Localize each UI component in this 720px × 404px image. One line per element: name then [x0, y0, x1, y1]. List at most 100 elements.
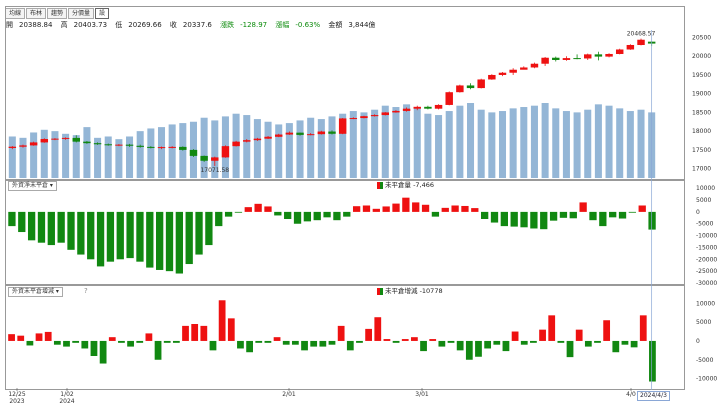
candle-body	[306, 134, 315, 136]
oi-change-bar	[392, 340, 400, 343]
volume-bar	[413, 108, 421, 178]
volume-bar	[381, 105, 389, 178]
candle-body	[317, 131, 326, 135]
close-value: 20337.6	[182, 21, 212, 29]
price-tick-label: 20500	[692, 34, 711, 41]
candle-body	[594, 54, 603, 57]
oi-bar	[618, 211, 627, 219]
oi-change-bar	[365, 328, 372, 341]
oi-change-bar	[191, 324, 199, 341]
candle-body	[466, 85, 475, 89]
low-value: 20269.66	[128, 21, 162, 29]
oi-bar	[303, 211, 312, 222]
volume-bar	[445, 111, 453, 178]
oi-bar	[362, 205, 371, 212]
oi-tick-label: 0	[696, 209, 700, 216]
oi-bar	[156, 211, 164, 270]
volume-bar	[371, 109, 379, 178]
oi-bar	[274, 211, 282, 216]
oi-change-bar	[182, 325, 189, 341]
volume-bar	[520, 107, 528, 178]
price-tick-label: 20000	[692, 53, 711, 60]
x-tick-label: 12/25	[8, 391, 25, 398]
oi-tick-label: -15000	[696, 244, 717, 251]
candle-body	[584, 54, 592, 59]
volume-bar	[168, 124, 176, 178]
tab-bollinger[interactable]: 布林	[26, 8, 47, 19]
oi-bar	[343, 211, 351, 217]
oi-bar	[8, 211, 16, 227]
candle-body	[157, 147, 166, 149]
volume-bar	[605, 105, 613, 178]
oi-change-bar	[108, 337, 116, 341]
candle-body	[626, 44, 635, 50]
candle-body	[147, 146, 155, 148]
candle-body	[232, 141, 240, 147]
oi-bar	[27, 211, 36, 241]
oi-change-bar	[575, 329, 583, 341]
open-value: 20388.84	[19, 21, 53, 29]
oi-change-bar	[291, 340, 299, 345]
oi-change-bar	[328, 340, 336, 345]
oi-bar	[205, 211, 213, 246]
x-tick-label: 1/02	[60, 391, 74, 398]
oi-change-bar	[465, 340, 473, 360]
candle-body	[61, 137, 70, 139]
candle-body	[541, 57, 549, 64]
price-tick-label: 18500	[692, 109, 711, 116]
volume-bar	[211, 120, 219, 178]
oi-change-bar	[44, 331, 52, 341]
candle-body	[328, 131, 336, 134]
candle-body	[402, 108, 411, 111]
oi-bar	[87, 211, 95, 260]
oi-bar	[47, 211, 55, 246]
oi-change-bar	[530, 340, 537, 343]
oi-bar	[195, 211, 203, 255]
oi-bar	[244, 207, 252, 212]
oi-bar	[175, 211, 183, 274]
candle-body	[189, 149, 198, 156]
oi-change-bar	[420, 340, 427, 352]
oi-change-legend: 未平倉增減 -10778	[377, 287, 443, 295]
tab-trend[interactable]: 趨勢	[47, 8, 68, 19]
volume-bar	[275, 124, 283, 178]
candle-body	[93, 143, 102, 145]
tab-settings[interactable]: 設	[95, 8, 110, 19]
oi-bar	[215, 211, 223, 227]
candle-body	[243, 140, 251, 142]
candle-body	[370, 115, 379, 117]
oi-bar	[451, 205, 459, 212]
help-icon[interactable]: ?	[84, 287, 88, 295]
candle-body	[520, 67, 528, 70]
volume-bar	[253, 119, 261, 178]
oi-change-series-select[interactable]: 外資未平倉增減 ▾	[8, 287, 63, 297]
oi-change-bar	[246, 340, 253, 353]
volume-bar	[285, 123, 293, 178]
volume-bar	[552, 108, 560, 178]
volume-bar	[8, 136, 16, 178]
volume-bar	[584, 109, 592, 178]
oi-change-bar	[612, 340, 620, 353]
oi-change-bar	[493, 340, 501, 345]
volume-bar	[360, 112, 368, 179]
oi-bar	[628, 211, 637, 213]
oi-change-bar	[557, 340, 565, 343]
price-panel-frame	[5, 6, 685, 180]
oi-bar	[441, 207, 449, 212]
oi-change-bar	[649, 340, 656, 382]
oi-tick-label: 5000	[696, 197, 711, 204]
candle-body	[381, 112, 390, 116]
volume-bar	[62, 133, 70, 178]
oi-bar	[530, 211, 538, 229]
oi-series-select[interactable]: 外資淨未平倉 ▾	[8, 181, 57, 191]
volume-bar	[637, 109, 645, 178]
oi-series-select-label: 外資淨未平倉	[12, 182, 49, 189]
oi-change-bar	[72, 340, 80, 343]
oi-change-bar	[163, 340, 171, 343]
tab-volume-profile[interactable]: 分價量	[68, 8, 95, 19]
oi-change-bar	[227, 318, 235, 341]
oi-bar	[323, 211, 331, 218]
oi-bar	[402, 197, 410, 212]
candle-body	[413, 106, 421, 109]
